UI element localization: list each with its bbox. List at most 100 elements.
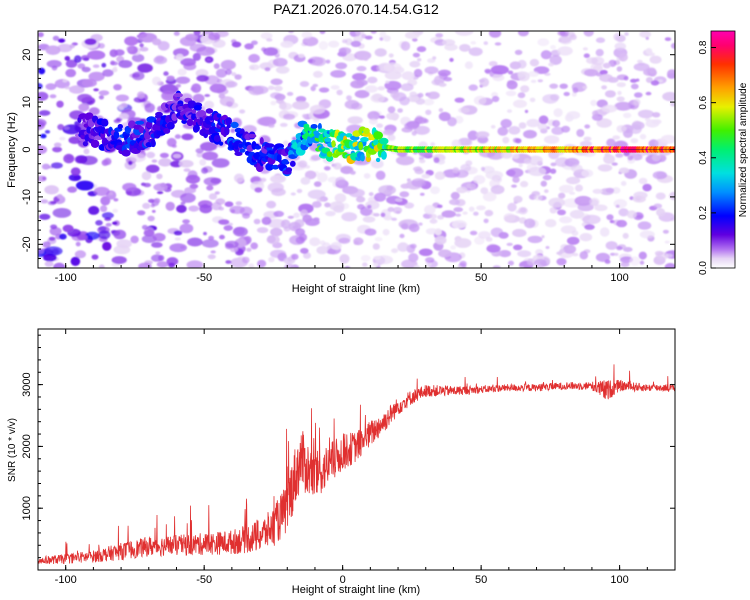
spectrogram-cell [70, 256, 81, 266]
spectrogram-cell [185, 33, 198, 41]
spectrogram-cell [64, 56, 71, 61]
spectrogram-cell [113, 66, 118, 70]
spectrogram-cell [173, 31, 180, 36]
spectrogram-cell [284, 263, 295, 268]
spectrogram-cell [266, 235, 280, 245]
snr-series-line [38, 364, 675, 565]
ridge-mark [101, 118, 109, 127]
spectrogram-cell [582, 85, 588, 90]
spectrogram-cell [433, 157, 440, 164]
y-tick-label: 20 [21, 49, 33, 61]
spectrogram-y-axis-label: Frequency (Hz) [6, 112, 18, 188]
spectrogram-cell [53, 262, 66, 268]
spectrogram-cell [400, 41, 411, 51]
spectrogram-cell [124, 36, 139, 46]
spectrogram-cell [434, 228, 442, 236]
spectrogram-cell [302, 36, 319, 47]
spectrogram-cell [267, 218, 286, 229]
spectrogram-cell [537, 38, 550, 47]
spectrogram-cell [126, 45, 135, 52]
spectrogram-cell [370, 31, 377, 34]
spectrogram-cell [386, 185, 394, 192]
spectrogram-cell [451, 220, 467, 229]
spectrogram-cell [309, 104, 326, 115]
spectrogram-cell [383, 129, 395, 136]
spectrogram-cell [257, 259, 267, 268]
spectrogram-cell [605, 241, 618, 250]
spectrogram-cell [579, 251, 589, 260]
spectrogram-cell [490, 185, 505, 195]
spectrogram-cell [550, 45, 556, 50]
spectrogram-cell [175, 84, 181, 88]
ridge-mark [224, 126, 230, 136]
spectrogram-cell [645, 119, 660, 128]
spectrogram-cell [410, 95, 420, 102]
spectrogram-cell [220, 59, 236, 70]
spectrogram-cell [506, 80, 518, 90]
ridge-mark [317, 123, 322, 131]
spectrogram-cell [556, 258, 567, 266]
spectrogram-cell [374, 237, 383, 242]
spectrogram-cell [630, 138, 639, 144]
spectrogram-cell [353, 35, 363, 43]
spectrogram-cell [651, 153, 662, 162]
spectrogram-cell [261, 216, 272, 225]
spectrogram-cell [203, 177, 221, 186]
spectrogram-cell [655, 192, 666, 200]
ridge-mark [113, 131, 120, 139]
spectrogram-cell [437, 214, 445, 220]
spectrogram-cell [49, 94, 57, 99]
spectrogram-cell [93, 88, 99, 92]
spectrogram-cell [78, 103, 90, 112]
spectrogram-cell [527, 235, 543, 244]
spectrogram-cell [73, 175, 81, 180]
spectrogram-cell [528, 166, 547, 177]
spectrogram-cell [352, 73, 367, 81]
spectrogram-cell [309, 237, 321, 247]
spectrogram-cell [639, 230, 655, 239]
spectrogram-cell [557, 46, 573, 56]
spectrogram-cell [397, 108, 403, 113]
spectrogram-cell [409, 60, 421, 68]
spectrogram-cell [666, 69, 675, 79]
spectrogram-cell [409, 91, 417, 97]
spectrogram-cell [557, 209, 566, 216]
spectrogram-cell [266, 38, 273, 42]
spectrogram-cell [52, 146, 63, 153]
spectrogram-cell [44, 261, 54, 267]
spectrogram-cell [520, 85, 530, 93]
spectrogram-cell [63, 126, 70, 130]
spectrogram-cell [187, 237, 203, 247]
colorbar: 0.0 0.2 0.4 0.6 0.8 Normalized spectral ampl… [698, 30, 749, 275]
spectrogram-cell [95, 220, 103, 226]
spectrogram-cell [512, 153, 520, 160]
spectrogram-cell [280, 40, 294, 48]
spectrogram-cell [540, 50, 552, 60]
spectrogram-cell [363, 173, 371, 179]
spectrogram-cell [584, 124, 591, 129]
spectrogram-cell [131, 71, 145, 81]
ridge-mark [216, 113, 222, 118]
spectrogram-cell [158, 158, 172, 167]
spectrogram-cell [46, 60, 62, 68]
spectrogram-cell [267, 182, 284, 193]
spectrogram-cell [615, 153, 624, 158]
y-tick-label: 0 [21, 146, 33, 152]
spectrogram-cell [355, 31, 365, 36]
spectrogram-cell [155, 251, 161, 255]
spectrogram-cell [312, 83, 319, 88]
spectrogram-cell [579, 233, 593, 242]
spectrogram-cell [206, 185, 214, 191]
spectrogram-cell [318, 41, 329, 50]
ridge-mark [289, 160, 296, 167]
spectrogram-cell [319, 31, 326, 35]
ridge-mark [345, 133, 353, 138]
spectrogram-cell [454, 97, 465, 103]
ridge-mark [90, 139, 100, 148]
spectrogram-cell [141, 224, 148, 230]
colorbar-tick-label: 0.4 [698, 150, 709, 164]
spectrogram-cell [253, 218, 261, 225]
spectrogram-cell [470, 41, 477, 45]
